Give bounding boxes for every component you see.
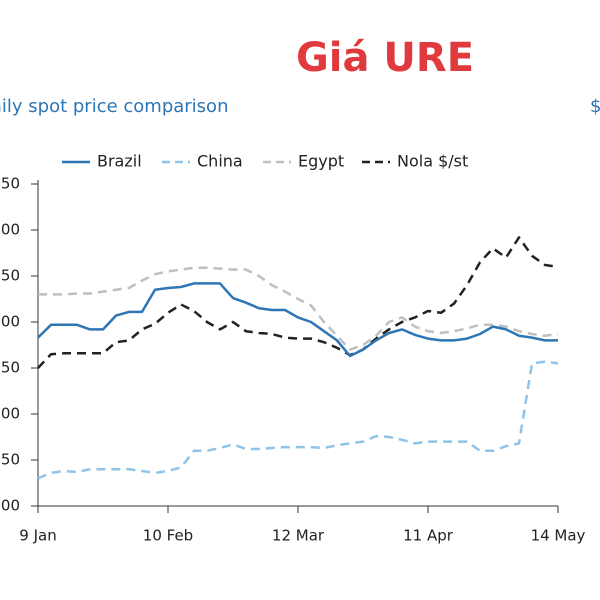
x-tick-label: 12 Mar <box>272 527 325 545</box>
unit-note: $ <box>590 96 600 117</box>
y-tick-label: 350 <box>0 267 20 285</box>
chart-subtitle: Daily spot price comparison <box>0 96 228 117</box>
x-tick-label: 10 Feb <box>143 527 193 545</box>
x-tick-label: 14 May <box>531 527 586 545</box>
y-tick-label: 300 <box>0 313 20 331</box>
series-line <box>37 360 559 480</box>
x-tick-label: 11 Apr <box>403 527 454 545</box>
y-tick-label: 200 <box>0 405 20 423</box>
chart-title: Giá URE <box>296 35 474 81</box>
y-tick-label: 400 <box>0 221 20 239</box>
y-tick-label: 250 <box>0 359 20 377</box>
y-tick-label: 450 <box>0 175 20 193</box>
series-line <box>37 282 558 358</box>
y-tick-label: 100 <box>0 497 20 515</box>
y-tick-label: 150 <box>0 451 20 469</box>
x-tick-label: 9 Jan <box>19 527 56 545</box>
legend-label: Nola $/st <box>397 152 468 171</box>
legend: Brazil China Egypt Nola $/st <box>62 152 468 171</box>
legend-label: Egypt <box>298 152 344 171</box>
legend-label: China <box>197 152 243 171</box>
series-line <box>37 236 559 369</box>
legend-label: Brazil <box>97 152 142 171</box>
series-line <box>38 266 559 351</box>
